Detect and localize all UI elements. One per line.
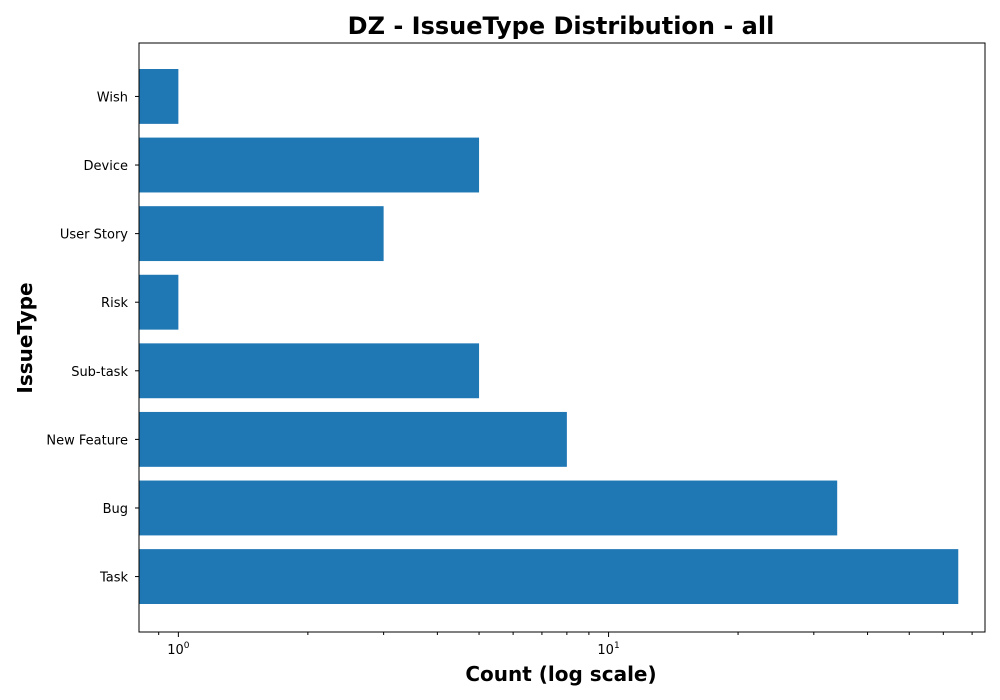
x-tick-label: 100 [167, 641, 190, 658]
y-tick-label: User Story [60, 228, 128, 243]
bar-new-feature [139, 411, 567, 467]
bar-sub-task [139, 343, 480, 399]
x-axis-ticks: 100 101 [158, 632, 973, 658]
bar-task [139, 549, 959, 604]
bar-device [139, 137, 480, 193]
y-tick-label: Risk [101, 296, 128, 311]
y-tick-label: Task [99, 571, 129, 586]
y-tick-label: New Feature [46, 433, 128, 448]
y-tick-label: Bug [103, 502, 128, 517]
bar-risk [139, 274, 179, 330]
y-axis-ticks: Task Bug New Feature Sub-task Risk User Story… [46, 90, 139, 586]
x-axis-label: Count (log scale) [465, 662, 656, 686]
y-axis-label: IssueType [13, 282, 37, 393]
y-tick-label: Wish [97, 90, 128, 105]
y-tick-label: Sub-task [71, 365, 128, 380]
bar-user-story [139, 206, 384, 262]
chart-title: DZ - IssueType Distribution - all [348, 12, 775, 40]
x-tick-label: 101 [597, 641, 619, 658]
y-tick-label: Device [84, 159, 128, 174]
plot-frame [138, 42, 986, 633]
bar-bug [139, 480, 838, 536]
bars-group [139, 69, 959, 604]
bar-wish [139, 69, 179, 124]
